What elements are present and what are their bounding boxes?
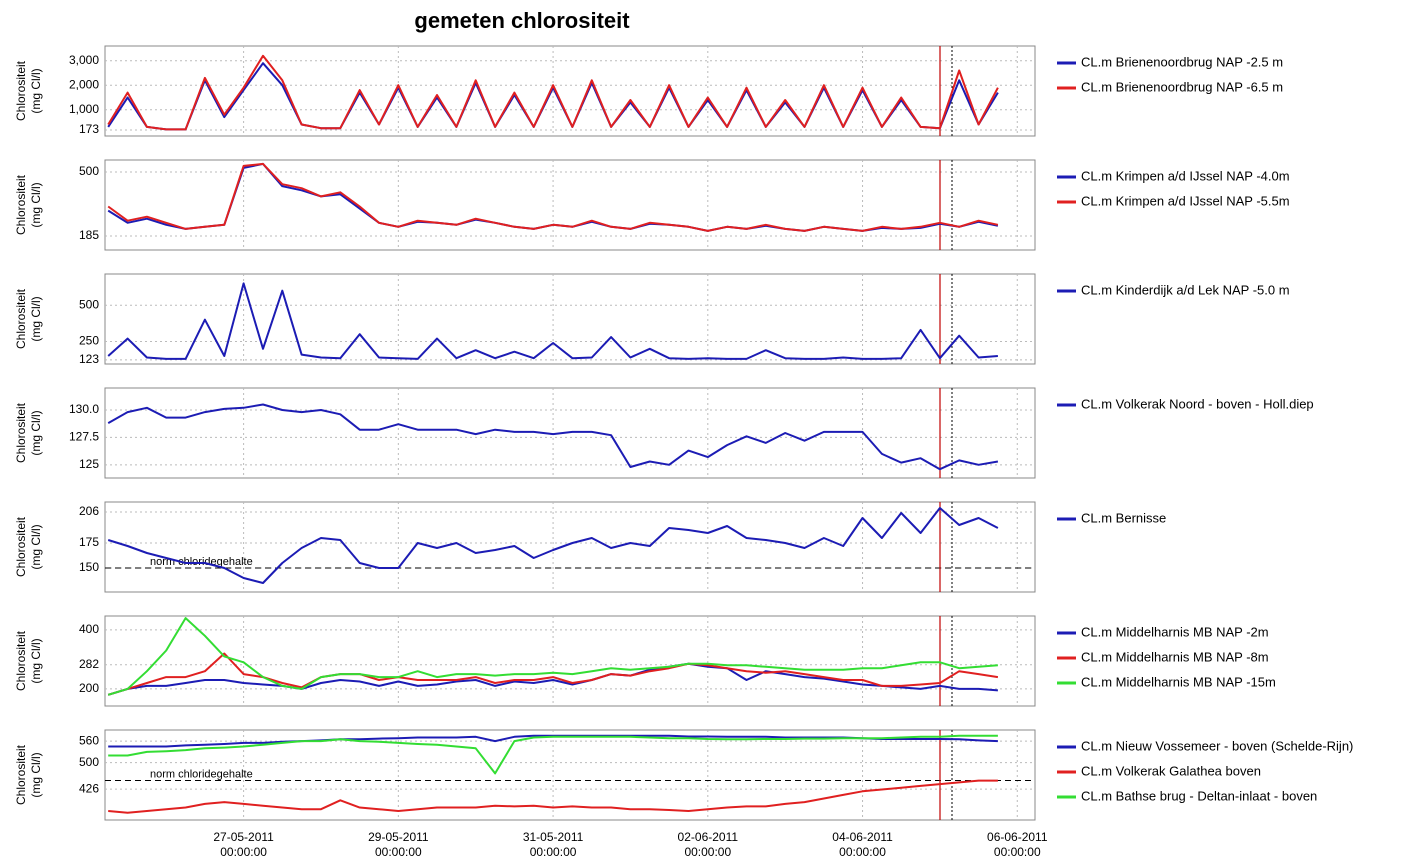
y-tick-label: 185: [79, 228, 99, 242]
legend-label: CL.m Bernisse: [1081, 510, 1166, 525]
y-axis-label: Chlorositeit: [14, 744, 28, 805]
legend-label: CL.m Krimpen a/d IJssel NAP -5.5m: [1081, 193, 1290, 208]
y-tick-label: 150: [79, 560, 99, 574]
legend-label: CL.m Volkerak Noord - boven - Holl.diep: [1081, 396, 1314, 411]
legend-label: CL.m Bathse brug - Deltan-inlaat - boven: [1081, 788, 1317, 803]
data-line: [107, 403, 999, 471]
y-axis-label: Chlorositeit: [14, 60, 28, 121]
legend-label: CL.m Middelharnis MB NAP -2m: [1081, 624, 1269, 639]
y-axis-label: Chlorositeit: [14, 402, 28, 463]
y-tick-label: 500: [79, 297, 99, 311]
y-tick-label: 127.5: [69, 430, 99, 444]
y-tick-label: 125: [79, 457, 99, 471]
x-tick-label: 04-06-2011 00:00:00: [832, 830, 893, 859]
y-tick-label: 426: [79, 781, 99, 795]
legend-label: CL.m Volkerak Galathea boven: [1081, 763, 1261, 778]
norm-label: norm chloridegehalte: [150, 556, 253, 568]
y-tick-label: 2,000: [69, 77, 99, 91]
y-tick-label: 130.0: [69, 402, 99, 416]
y-tick-label: 500: [79, 164, 99, 178]
legend-label: CL.m Middelharnis MB NAP -15m: [1081, 674, 1276, 689]
legend-label: CL.m Nieuw Vossemeer - boven (Schelde-Ri…: [1081, 738, 1353, 753]
y-axis-label: (mg Cl/l): [29, 524, 43, 569]
legend-label: CL.m Middelharnis MB NAP -8m: [1081, 649, 1269, 664]
y-axis-label: Chlorositeit: [14, 288, 28, 349]
y-axis-label: (mg Cl/l): [29, 638, 43, 683]
x-tick-label: 31-05-2011 00:00:00: [523, 830, 584, 859]
data-line: [107, 507, 999, 584]
data-line: [107, 54, 999, 131]
y-tick-label: 3,000: [69, 53, 99, 67]
y-tick-label: 282: [79, 657, 99, 671]
y-axis-label: Chlorositeit: [14, 174, 28, 235]
y-axis-label: (mg Cl/l): [29, 182, 43, 227]
y-tick-label: 173: [79, 122, 99, 136]
y-tick-label: 206: [79, 504, 99, 518]
y-tick-label: 400: [79, 622, 99, 636]
data-line: [107, 617, 998, 696]
plot-frame: [104, 615, 1036, 707]
data-line: [107, 162, 999, 232]
legend-label: CL.m Krimpen a/d IJssel NAP -4.0m: [1081, 168, 1290, 183]
data-line: [107, 662, 998, 696]
y-tick-label: 200: [79, 681, 99, 695]
y-tick-label: 175: [79, 535, 99, 549]
y-axis-label: (mg Cl/l): [29, 410, 43, 455]
y-tick-label: 250: [79, 334, 99, 348]
chart-title: gemeten chlorositeit: [414, 8, 630, 33]
y-axis-label: (mg Cl/l): [29, 296, 43, 341]
x-tick-label: 29-05-2011 00:00:00: [368, 830, 429, 859]
data-line: [107, 652, 999, 696]
data-line: [107, 282, 998, 360]
x-tick-label: 02-06-2011 00:00:00: [678, 830, 739, 859]
data-line: [108, 734, 998, 775]
legend-label: CL.m Brienenoordbrug NAP -2.5 m: [1081, 54, 1283, 69]
legend-label: CL.m Kinderdijk a/d Lek NAP -5.0 m: [1081, 282, 1290, 297]
y-axis-label: (mg Cl/l): [29, 68, 43, 113]
y-tick-label: 560: [79, 733, 99, 747]
norm-label: norm chloridegehalte: [150, 768, 253, 780]
data-line: [108, 779, 998, 814]
legend-label: CL.m Brienenoordbrug NAP -6.5 m: [1081, 79, 1283, 94]
plot-frame: [104, 501, 1036, 593]
y-tick-label: 123: [79, 352, 99, 366]
y-axis-label: Chlorositeit: [14, 516, 28, 577]
plot-frame: [104, 273, 1036, 365]
y-axis-label: (mg Cl/l): [29, 752, 43, 797]
y-tick-label: 1,000: [69, 102, 99, 116]
x-tick-label: 06-06-2011 00:00:00: [987, 830, 1048, 859]
plot-frame: [104, 159, 1036, 251]
y-tick-label: 500: [79, 755, 99, 769]
x-tick-label: 27-05-2011 00:00:00: [213, 830, 274, 859]
y-axis-label: Chlorositeit: [14, 630, 28, 691]
